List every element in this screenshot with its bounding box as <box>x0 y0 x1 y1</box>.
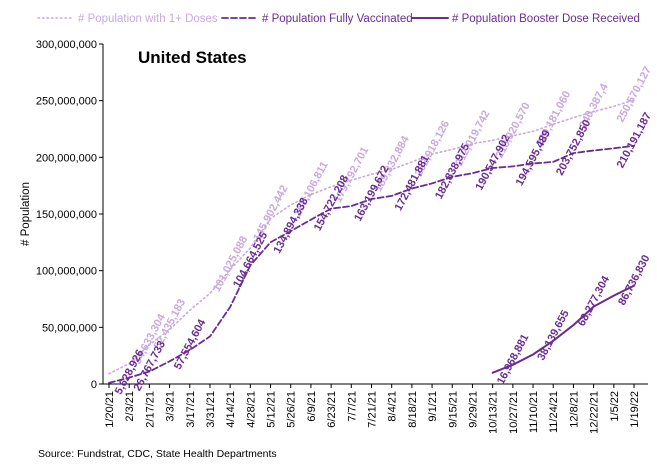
x-tick-label: 8/18/21 <box>407 391 419 428</box>
x-tick-label: 4/28/21 <box>245 391 257 428</box>
legend: # Population with 1+ Doses # Population F… <box>37 13 640 25</box>
y-tick-label: 200,000,000 <box>36 152 97 164</box>
y-tick-label: 0 <box>91 379 97 391</box>
x-tick-label: 7/7/21 <box>346 391 358 422</box>
x-tick-label: 7/21/21 <box>367 391 379 428</box>
x-tick-label: 8/4/21 <box>387 391 399 422</box>
y-tick-label: 250,000,000 <box>36 96 97 108</box>
data-label: 86,736,830 <box>616 253 652 307</box>
x-tick-label: 4/14/21 <box>225 391 237 428</box>
y-axis-label: # Population <box>20 182 32 246</box>
legend-entry-1: # Population Fully Vaccinated <box>262 13 413 25</box>
data-label: 68,277,304 <box>576 273 613 328</box>
y-tick-label: 50,000,000 <box>42 322 97 334</box>
y-tick-label: 150,000,000 <box>36 209 97 221</box>
x-tick-label: 3/3/21 <box>165 391 177 422</box>
x-tick-label: 1/19/22 <box>629 391 641 428</box>
x-tick-label: 2/3/21 <box>124 391 136 422</box>
data-label: 57,554,604 <box>172 317 209 372</box>
x-tick-label: 5/12/21 <box>266 391 278 428</box>
x-tick-label: 1/5/22 <box>609 391 621 422</box>
data-label: 203,752,850 <box>554 118 593 178</box>
x-axis: 1/20/21 2/3/21 2/17/21 3/3/21 3/17/21 3/31/21… <box>103 383 648 434</box>
x-tick-label: 12/8/21 <box>568 391 580 428</box>
series-line-0 <box>108 99 635 375</box>
y-tick-label: 300,000,000 <box>36 39 97 51</box>
x-tick-label: 2/17/21 <box>144 391 156 428</box>
x-tick-label: 3/17/21 <box>185 391 197 428</box>
series-line-2 <box>491 284 635 374</box>
data-label: 182,838,975 <box>433 142 472 202</box>
x-tick-label: 5/26/21 <box>286 391 298 428</box>
x-tick-label: 6/23/21 <box>326 391 338 428</box>
data-label: 194,595,489 <box>514 128 553 188</box>
x-tick-label: 11/10/21 <box>528 391 540 433</box>
x-tick-label: 11/24/21 <box>548 391 560 433</box>
legend-entry-2: # Population Booster Dose Received <box>452 13 640 25</box>
data-label: 16,968,881 <box>495 332 531 386</box>
x-tick-label: 10/13/21 <box>488 391 500 434</box>
data-label: 38,139,655 <box>535 308 571 362</box>
x-tick-label: 12/22/21 <box>589 391 601 434</box>
x-tick-label: 9/15/21 <box>447 391 459 428</box>
y-axis: 0 50,000,000 100,000,000 150,000,000 200,000… <box>36 39 104 391</box>
x-tick-label: 6/9/21 <box>306 391 318 422</box>
x-tick-label: 3/31/21 <box>205 391 217 428</box>
series-line-1 <box>108 144 635 384</box>
legend-entry-0: # Population with 1+ Doses <box>78 13 218 25</box>
data-labels: 34,633,30452,435,183101,025,088145,902,4… <box>113 65 654 397</box>
chart-title: United States <box>138 48 247 67</box>
x-tick-label: 9/1/21 <box>427 391 439 422</box>
source-note: Source: Fundstrat, CDC, State Health Dep… <box>38 448 277 460</box>
y-tick-label: 100,000,000 <box>36 266 97 278</box>
series-layer <box>108 99 635 384</box>
x-tick-label: 9/29/21 <box>467 391 479 428</box>
data-label: 190,547,902 <box>473 133 512 193</box>
x-tick-label: 10/27/21 <box>508 391 520 434</box>
x-tick-label: 1/20/21 <box>104 391 116 428</box>
